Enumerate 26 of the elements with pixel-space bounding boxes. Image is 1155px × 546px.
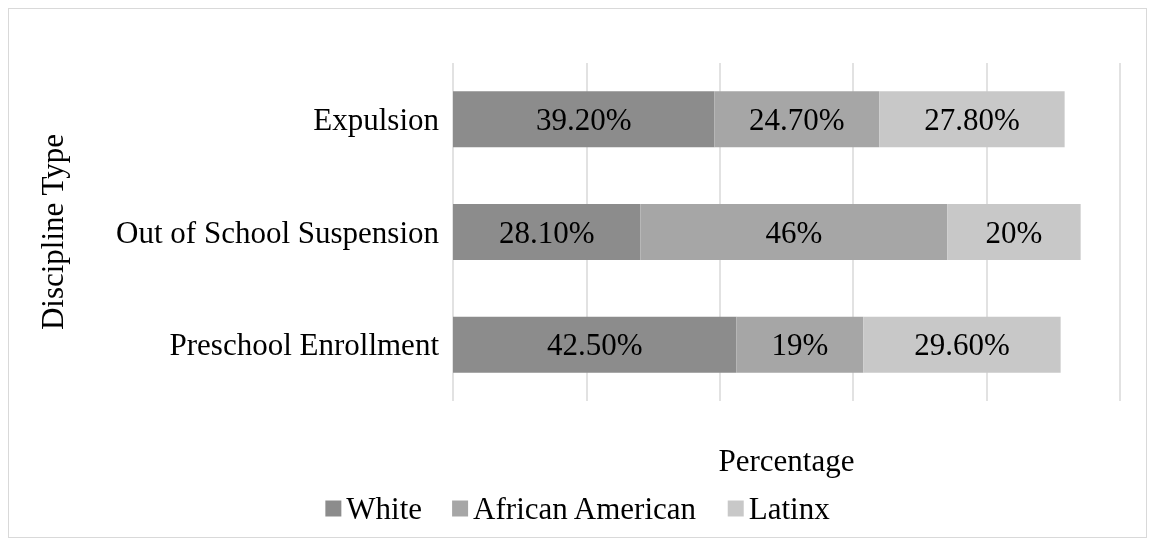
bar [879, 91, 1065, 148]
bar [640, 204, 948, 260]
bar [714, 91, 880, 148]
x-axis-title: Percentage [718, 443, 855, 478]
data-label: 28.10% [498, 214, 595, 250]
bar [453, 316, 737, 373]
data-label: 24.70% [749, 101, 845, 137]
data-label: 27.80% [924, 101, 1020, 137]
bar [947, 204, 1081, 260]
data-label: 46% [765, 214, 823, 250]
bar [453, 204, 641, 260]
bar [453, 91, 715, 148]
bar [863, 316, 1061, 373]
legend-label: African American [473, 491, 697, 526]
y-axis-title: Discipline Type [35, 133, 70, 331]
bar [736, 316, 864, 373]
data-label: 19% [771, 327, 829, 363]
data-label: 42.50% [546, 327, 643, 363]
y-tick-label: Expulsion [313, 101, 440, 137]
data-label: 29.60% [914, 327, 1010, 363]
legend-label: Latinx [748, 491, 831, 526]
y-tick-label: Preschool Enrollment [169, 327, 440, 363]
y-tick-label: Out of School Suspension [116, 214, 440, 250]
legend-label: White [346, 491, 423, 526]
data-label: 20% [985, 214, 1043, 250]
data-label: 39.20% [535, 101, 632, 137]
